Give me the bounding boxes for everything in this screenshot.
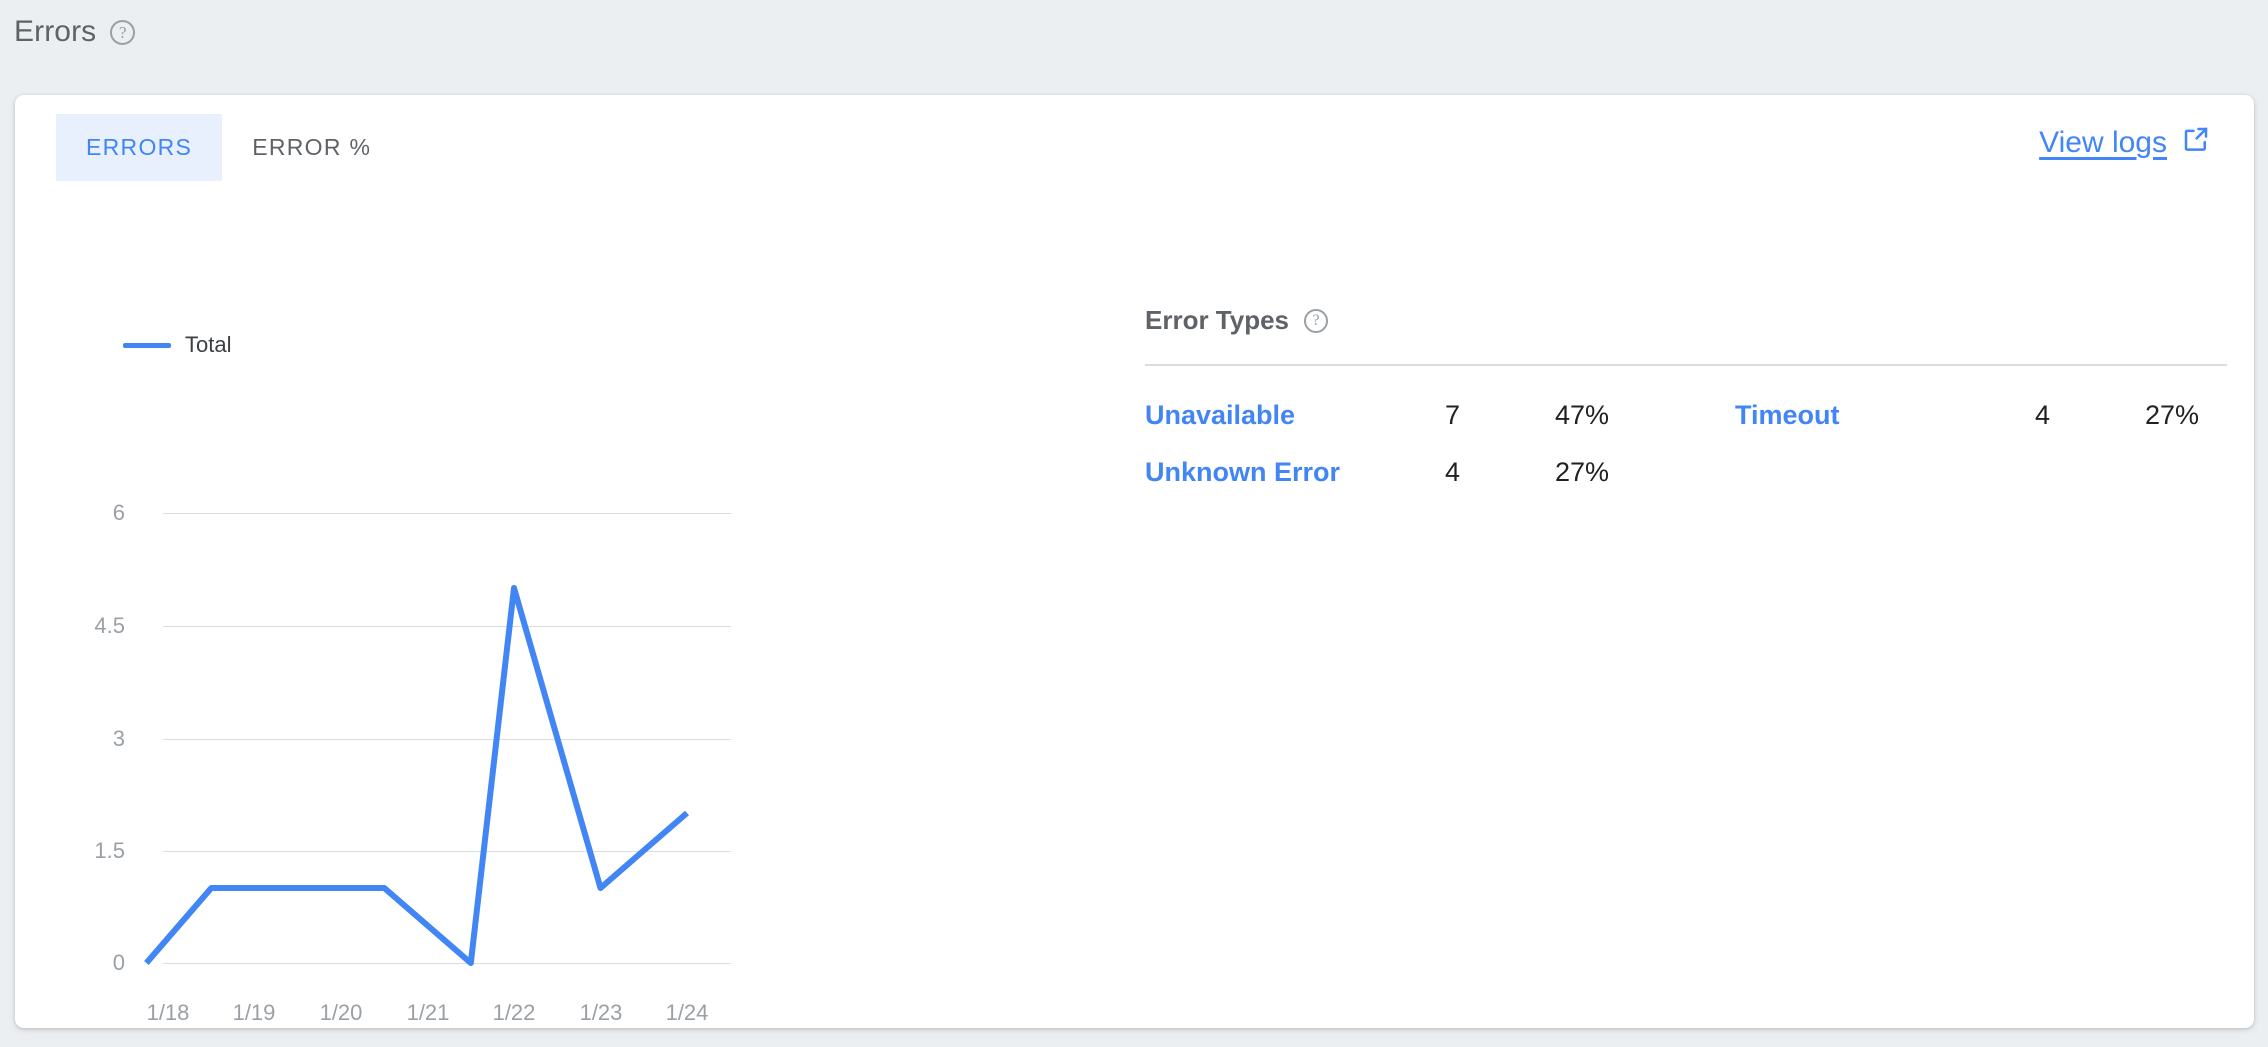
error-types-panel: Error Types ? Unavailable 7 47% Timeout …: [1145, 305, 2227, 488]
x-axis-tick: 1/21: [406, 1000, 450, 1025]
error-types-header: Error Types ?: [1145, 305, 2227, 336]
gridline-4-5: [163, 626, 731, 627]
gridline-1-5: [163, 851, 731, 852]
error-types-title: Error Types: [1145, 305, 1290, 335]
error-type-link[interactable]: Unknown Error: [1145, 457, 1341, 487]
x-axis-tick: 1/22: [492, 1000, 536, 1025]
legend-swatch-total: [123, 342, 171, 348]
y-axis-tick: 1.5: [94, 838, 125, 863]
view-logs-link[interactable]: View logs: [2039, 124, 2211, 162]
help-circle-icon[interactable]: ?: [1304, 308, 1329, 333]
page-title: Errors: [14, 15, 97, 48]
y-axis-tick: 3: [112, 726, 125, 751]
gridline-6: [163, 513, 731, 514]
error-type-count: 7: [1445, 400, 1461, 430]
x-axis-tick: 1/23: [579, 1000, 623, 1025]
y-axis-tick: 4.5: [94, 613, 125, 638]
gridline-0: [163, 963, 731, 964]
legend-label-total: Total: [185, 332, 232, 357]
chart-legend: Total: [123, 332, 231, 358]
error-type-count: 4: [1445, 457, 1461, 487]
view-logs-label: View logs: [2039, 126, 2167, 159]
error-type-count: 4: [2035, 400, 2051, 430]
tab-list: ERRORS ERROR %: [56, 114, 401, 181]
x-axis-tick: 1/19: [232, 1000, 276, 1025]
y-axis-tick: 0: [112, 950, 125, 975]
tab-errors[interactable]: ERRORS: [56, 114, 223, 181]
open-in-new-icon: [2181, 124, 2211, 162]
series-total-line: [144, 585, 689, 966]
x-axis-tick: 1/20: [319, 1000, 363, 1025]
gridline-3: [163, 739, 731, 740]
errors-card: ERRORS ERROR % View logs Total 6: [15, 95, 2254, 1028]
page-header: Errors ?: [14, 8, 136, 56]
x-axis-tick: 1/24: [665, 1000, 709, 1025]
error-type-link[interactable]: Timeout: [1735, 400, 1840, 430]
divider: [1145, 364, 2227, 366]
error-type-link[interactable]: Unavailable: [1145, 400, 1296, 430]
y-axis-tick: 6: [112, 500, 125, 525]
error-type-percent: 47%: [1555, 400, 1610, 430]
tab-row: ERRORS ERROR % View logs: [15, 95, 2254, 200]
errors-line-chart: Total 6 4.5 3 1.5 0 1/18 1/19 1/20 1/21 …: [15, 200, 1075, 1028]
tab-error-percent[interactable]: ERROR %: [252, 134, 372, 160]
error-types-grid: Unavailable 7 47% Timeout 4 27% Unknown …: [1145, 400, 2227, 488]
help-circle-icon[interactable]: ?: [110, 19, 136, 45]
error-type-percent: 27%: [1555, 457, 1610, 487]
x-axis-tick: 1/18: [146, 1000, 190, 1025]
error-type-percent: 27%: [2145, 400, 2200, 430]
